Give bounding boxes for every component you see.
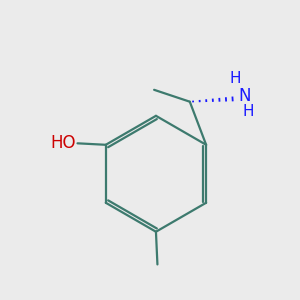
Text: HO: HO bbox=[50, 134, 76, 152]
Text: H: H bbox=[229, 71, 241, 86]
Text: H: H bbox=[243, 104, 254, 119]
Text: N: N bbox=[239, 87, 251, 105]
